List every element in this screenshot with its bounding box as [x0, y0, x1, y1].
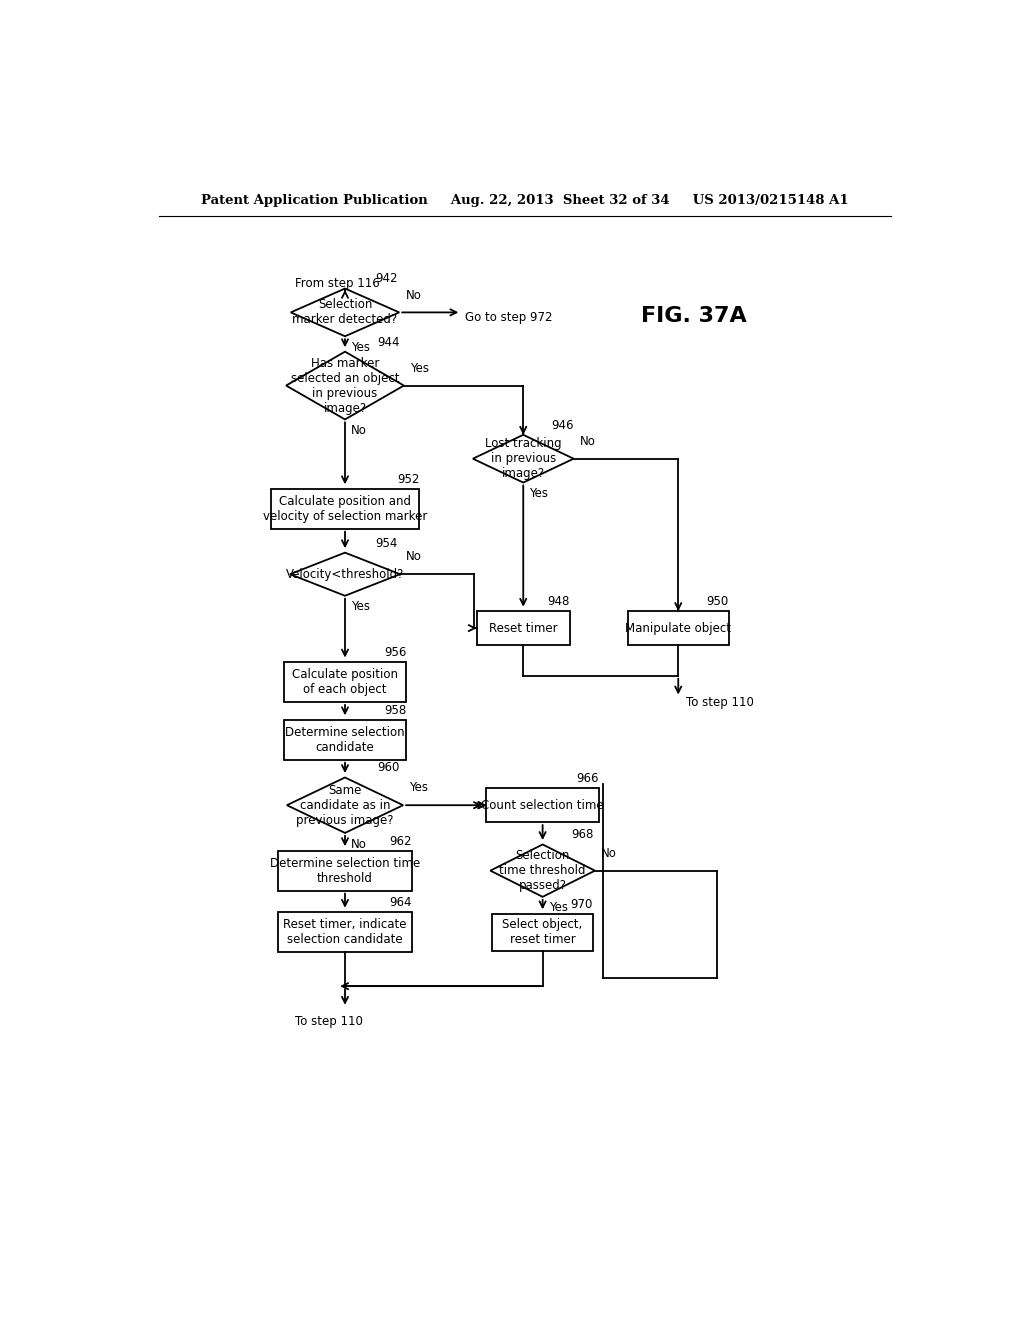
- Text: 962: 962: [389, 834, 412, 847]
- Text: 970: 970: [570, 898, 593, 911]
- Bar: [279, 912, 412, 952]
- Text: Yes: Yes: [410, 362, 429, 375]
- Text: Calculate position
of each object: Calculate position of each object: [292, 668, 398, 696]
- Text: FIG. 37A: FIG. 37A: [641, 306, 746, 326]
- Text: Has marker
selected an object
in previous
image?: Has marker selected an object in previou…: [291, 356, 399, 414]
- Text: From step 116: From step 116: [295, 277, 379, 290]
- Text: Velocity<threshold?: Velocity<threshold?: [286, 568, 404, 581]
- Text: 956: 956: [384, 645, 407, 659]
- Text: 954: 954: [375, 536, 397, 549]
- Bar: [284, 663, 407, 702]
- Bar: [279, 850, 412, 891]
- Text: Determine selection time
threshold: Determine selection time threshold: [270, 857, 420, 884]
- Text: Yes: Yes: [410, 781, 428, 795]
- Text: Reset timer, indicate
selection candidate: Reset timer, indicate selection candidat…: [284, 919, 407, 946]
- Text: Lost tracking
in previous
image?: Lost tracking in previous image?: [485, 437, 561, 480]
- Text: 960: 960: [377, 762, 399, 775]
- Text: 952: 952: [397, 473, 420, 486]
- Text: 966: 966: [577, 772, 599, 785]
- Text: Count selection time: Count selection time: [481, 799, 604, 812]
- Text: 958: 958: [384, 704, 407, 717]
- Text: Yes: Yes: [549, 902, 568, 915]
- Text: 946: 946: [551, 418, 573, 432]
- Text: 948: 948: [548, 595, 569, 609]
- Text: Calculate position and
velocity of selection marker: Calculate position and velocity of selec…: [263, 495, 427, 523]
- Text: Select object,
reset timer: Select object, reset timer: [503, 919, 583, 946]
- Bar: [477, 611, 569, 645]
- Text: No: No: [601, 847, 617, 859]
- Text: To step 110: To step 110: [686, 696, 754, 709]
- Bar: [284, 719, 407, 760]
- Text: No: No: [407, 550, 422, 564]
- Text: Selection
marker detected?: Selection marker detected?: [293, 298, 397, 326]
- Bar: [628, 611, 729, 645]
- Text: 964: 964: [389, 896, 412, 909]
- Text: Reset timer: Reset timer: [488, 622, 557, 635]
- Bar: [493, 913, 593, 950]
- Text: No: No: [580, 434, 596, 447]
- Text: Patent Application Publication     Aug. 22, 2013  Sheet 32 of 34     US 2013/021: Patent Application Publication Aug. 22, …: [201, 194, 849, 207]
- Text: 968: 968: [571, 829, 594, 841]
- Text: Yes: Yes: [351, 601, 371, 614]
- Text: Manipulate object: Manipulate object: [626, 622, 731, 635]
- Text: Yes: Yes: [351, 341, 371, 354]
- Text: No: No: [351, 837, 367, 850]
- Text: Yes: Yes: [529, 487, 549, 500]
- Bar: [270, 488, 420, 529]
- Text: No: No: [406, 289, 421, 302]
- Text: 950: 950: [707, 595, 729, 609]
- Text: No: No: [351, 424, 367, 437]
- Bar: [486, 788, 599, 822]
- Text: 942: 942: [375, 272, 397, 285]
- Text: Go to step 972: Go to step 972: [465, 310, 553, 323]
- Text: Selection
time threshold
passed?: Selection time threshold passed?: [500, 849, 586, 892]
- Text: 944: 944: [378, 335, 400, 348]
- Text: Same
candidate as in
previous image?: Same candidate as in previous image?: [296, 784, 394, 826]
- Text: To step 110: To step 110: [295, 1015, 362, 1028]
- Text: Determine selection
candidate: Determine selection candidate: [286, 726, 404, 754]
